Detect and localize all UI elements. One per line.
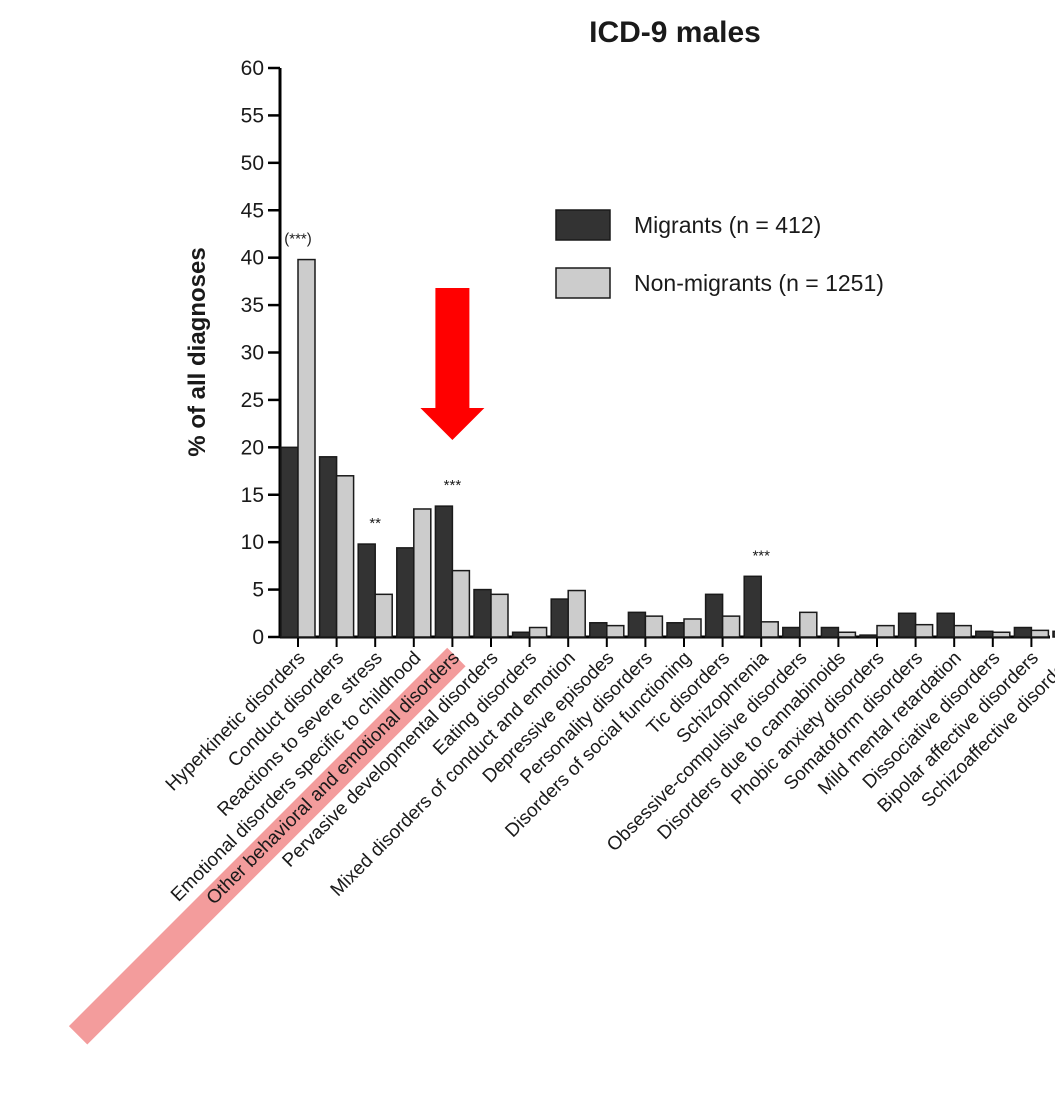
bar-migrants xyxy=(782,626,801,638)
y-tick-label: 50 xyxy=(241,152,264,175)
bar-migrants xyxy=(743,575,762,638)
y-tick-label: 20 xyxy=(241,436,264,459)
bar-non-migrants xyxy=(992,631,1011,638)
bar-migrants xyxy=(396,547,415,638)
legend-swatch xyxy=(555,267,611,299)
chart-title: ICD-9 males xyxy=(589,16,761,49)
bar-non-migrants xyxy=(451,569,471,638)
bar-migrants xyxy=(589,622,608,638)
bars xyxy=(280,258,1055,638)
annotations: (***)******** xyxy=(284,231,770,565)
bar-migrants xyxy=(1052,630,1055,638)
y-tick-label: 15 xyxy=(241,484,264,507)
bar-non-migrants xyxy=(528,626,548,638)
legend: Migrants (n = 412) Non-migrants (n = 1251… xyxy=(555,209,884,299)
legend-label: Migrants (n = 412) xyxy=(634,212,821,238)
y-tick-label: 5 xyxy=(252,579,264,602)
bar-migrants xyxy=(820,626,840,638)
bar-non-migrants xyxy=(567,589,586,638)
label-highlight-layer xyxy=(68,647,466,1045)
significance-annotation: *** xyxy=(752,547,770,564)
bar-migrants xyxy=(280,446,299,638)
significance-annotation: (***) xyxy=(284,231,312,248)
y-tick-label: 55 xyxy=(241,104,264,127)
y-axis-label: % of all diagnoses xyxy=(184,247,211,456)
bar-non-migrants xyxy=(335,475,355,638)
bar-non-migrants xyxy=(490,593,509,638)
bar-non-migrants xyxy=(1030,629,1050,638)
bar-migrants xyxy=(434,505,454,638)
bar-migrants xyxy=(897,612,917,638)
significance-annotation: *** xyxy=(444,477,462,494)
bar-migrants xyxy=(666,622,685,638)
y-tick-label: 25 xyxy=(241,389,264,412)
bar-non-migrants xyxy=(683,618,702,638)
bar-non-migrants xyxy=(644,615,664,638)
legend-swatch xyxy=(555,209,611,241)
bar-migrants xyxy=(1013,626,1033,638)
y-tick-label: 10 xyxy=(241,531,264,554)
red-arrow-icon xyxy=(420,288,485,440)
y-tick-label: 0 xyxy=(252,626,264,649)
y-tick-label: 40 xyxy=(241,247,264,270)
arrow-layer xyxy=(420,288,485,440)
bar-migrants xyxy=(975,630,994,638)
bar-non-migrants xyxy=(837,631,857,638)
bar-migrants xyxy=(627,611,647,638)
legend-label: Non-migrants (n = 1251) xyxy=(634,270,884,296)
y-tick-label: 30 xyxy=(241,342,264,365)
bar-migrants xyxy=(473,588,492,638)
bar-non-migrants xyxy=(297,258,316,638)
y-tick-label: 60 xyxy=(241,57,264,80)
bar-migrants xyxy=(936,612,955,638)
y-tick-label: 45 xyxy=(241,199,264,222)
significance-annotation: ** xyxy=(369,515,381,532)
category-label-highlight xyxy=(68,647,466,1045)
bar-migrants xyxy=(550,598,569,638)
bar-non-migrants xyxy=(876,624,895,638)
bar-migrants xyxy=(318,456,338,638)
bar-non-migrants xyxy=(914,623,934,638)
y-tick-label: 35 xyxy=(241,294,264,317)
bar-non-migrants xyxy=(953,624,972,638)
bar-migrants xyxy=(511,631,531,638)
bar-non-migrants xyxy=(721,615,741,638)
bar-non-migrants xyxy=(799,611,818,638)
bar-migrants xyxy=(357,543,376,638)
bar-migrants xyxy=(859,634,878,638)
bar-migrants xyxy=(704,593,724,638)
bar-non-migrants xyxy=(760,621,779,638)
bar-non-migrants xyxy=(606,624,625,638)
bar-non-migrants xyxy=(413,508,432,638)
bar-non-migrants xyxy=(374,593,393,638)
